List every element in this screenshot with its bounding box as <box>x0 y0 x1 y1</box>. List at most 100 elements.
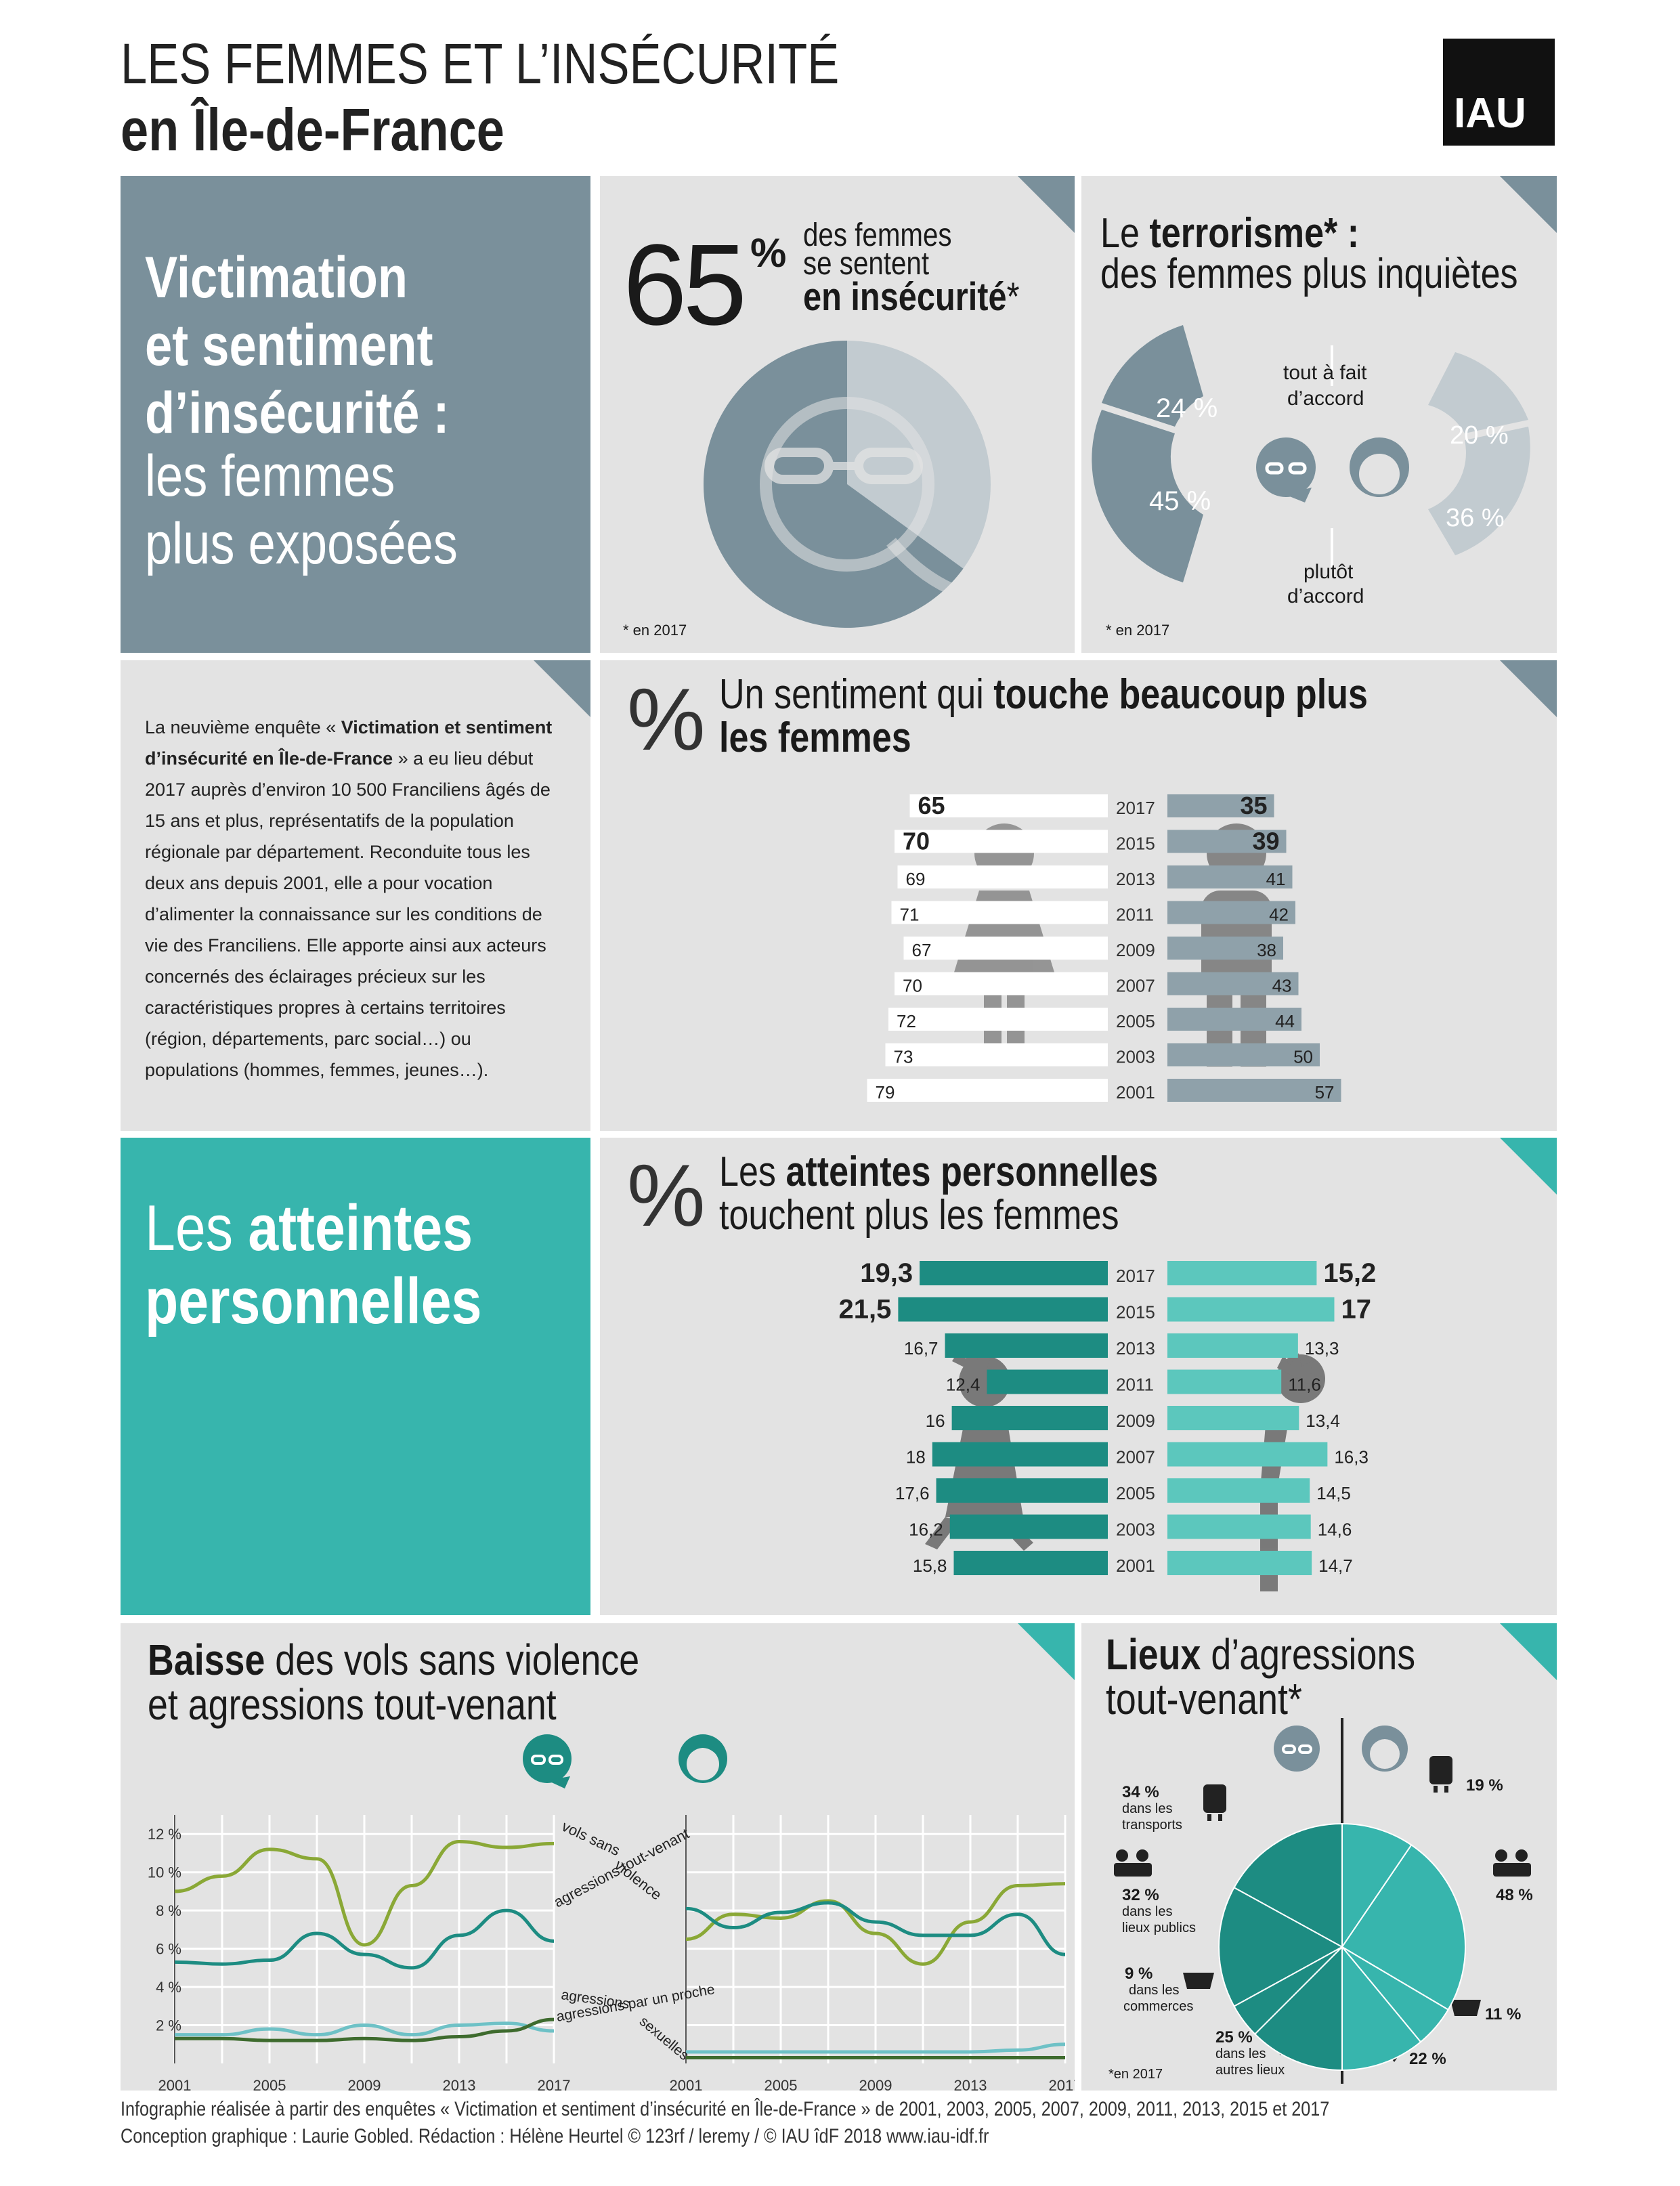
bar-women-2005 <box>888 1008 1108 1031</box>
line-femmes-agressions-tout-venant <box>174 1908 555 1970</box>
terror-title: Le terrorisme* : <box>1100 210 1360 257</box>
iau-logo: IAU <box>1443 39 1555 146</box>
corner-fold <box>1018 1623 1075 1680</box>
year-2017: 2017 <box>1116 1266 1155 1286</box>
year-2007: 2007 <box>1116 976 1155 996</box>
slice-femmes-lieux-publics <box>1218 1886 1344 2008</box>
y-tick: 12 % <box>148 1826 181 1843</box>
x-tick: 2009 <box>859 2077 892 2091</box>
survey-panel: La neuvième enquête « Victimation et sen… <box>121 660 590 1131</box>
label-women-2011: 71 <box>900 905 920 925</box>
x-tick: 2001 <box>670 2077 703 2091</box>
vols-title-2: et agressions tout-venant <box>148 1680 557 1729</box>
lieux-title-1: Lieux d’agressions <box>1106 1630 1416 1679</box>
label-women-2001: 15,8 <box>913 1556 947 1576</box>
sentiment-pct-icon: % <box>627 670 706 769</box>
label-women-2009: 67 <box>912 940 932 960</box>
label-women-2013: 69 <box>906 869 926 889</box>
w-publics-pct: 32 % <box>1122 1886 1159 1904</box>
bar-men-2011 <box>1167 901 1295 924</box>
label-women-2013: 16,7 <box>904 1338 939 1358</box>
label-women-2005: 72 <box>897 1011 916 1031</box>
w-transports-pct: 34 % <box>1122 1783 1159 1801</box>
m-autres-pct: 22 % <box>1409 2050 1446 2068</box>
corner-fold <box>1018 176 1075 233</box>
x-tick: 2001 <box>158 2077 192 2091</box>
lieux-footnote: *en 2017 <box>1108 2067 1163 2082</box>
year-2011: 2011 <box>1116 905 1154 925</box>
bar-men-2011 <box>1167 1369 1282 1394</box>
w-commerces-pct: 9 % <box>1125 1965 1153 1983</box>
bar-men-2017 <box>1167 794 1274 817</box>
people-bench-icon-men <box>1493 1849 1531 1877</box>
year-2011: 2011 <box>1116 1375 1154 1395</box>
y-tick: 2 % <box>156 2017 181 2034</box>
label-sex-2: sexuelles <box>637 2013 692 2063</box>
label-women-2017: 19,3 <box>860 1258 913 1288</box>
year-2013: 2013 <box>1116 869 1155 889</box>
bar-women-2005 <box>936 1478 1108 1503</box>
atteintes-bar-chart: 19,3 2017 15,2 21,5 2015 17 16,7 2013 13,3 12,4 20… <box>839 1258 1376 1591</box>
bar-men-2003 <box>1167 1043 1320 1067</box>
terror-label-bottom-1: plutôt <box>1304 561 1354 583</box>
bar-women-2001 <box>953 1551 1108 1575</box>
survey-text: La neuvième enquête « Victimation et sen… <box>145 717 553 1080</box>
x-tick: 2017 <box>1049 2077 1075 2091</box>
terror-chart <box>1092 325 1530 582</box>
label-men-2005: 44 <box>1275 1011 1295 1031</box>
stat65-donut <box>704 341 991 628</box>
bar-women-2017 <box>909 794 1108 817</box>
terror-men-top: 20 % <box>1450 421 1509 450</box>
bar-men-2013 <box>1167 1333 1298 1358</box>
bar-men-2005 <box>1167 1008 1301 1031</box>
bar-men-2003 <box>1167 1514 1311 1539</box>
line-hommes-agressions-par-un-proche <box>686 2042 1066 2054</box>
bar-women-2009 <box>951 1406 1108 1430</box>
corner-fold <box>534 660 590 717</box>
label-men-2003: 14,6 <box>1318 1520 1352 1540</box>
bar-women-2015 <box>895 830 1108 853</box>
atteintes-pct-icon: % <box>627 1146 706 1245</box>
line-hommes-vols-sans-violence <box>685 1882 1066 1966</box>
atteintes-side-panel: Les atteintes personnelles <box>121 1138 590 1615</box>
stat65-line1: des femmes <box>803 217 952 253</box>
terror-label-top-1: tout à fait <box>1283 362 1367 384</box>
label-men-2015: 17 <box>1341 1295 1372 1325</box>
label-men-2007: 43 <box>1272 976 1292 996</box>
intro-title: Victimation et sentiment d’insécurité : <box>145 245 450 446</box>
line-femmes-agressions-par-un-proche <box>174 2021 555 2037</box>
year-2009: 2009 <box>1116 1411 1155 1431</box>
label-men-2003: 50 <box>1293 1047 1313 1067</box>
intro-subtitle-1: les femmes <box>145 444 395 509</box>
terror-footnote: * en 2017 <box>1106 622 1170 639</box>
atteintes-side-line1: Les atteintes <box>145 1192 473 1264</box>
bar-men-2001 <box>1167 1079 1341 1102</box>
man-face-icon <box>1350 437 1409 497</box>
bar-men-2017 <box>1167 1261 1317 1285</box>
slice-hommes-autres-lieux <box>1341 1945 1422 2072</box>
line-femmes-vols-sans-violence <box>174 1840 555 1947</box>
m-commerces-pct: 11 % <box>1485 2005 1522 2023</box>
men-bottom-arc <box>1428 427 1530 555</box>
lieux-panel: Lieux d’agressions tout-venant* <box>1081 1623 1557 2091</box>
basket-icon-men <box>1450 2000 1481 2016</box>
line-hommes-agressions-tout-venant <box>685 1901 1066 1956</box>
label-women-2017: 65 <box>918 792 945 819</box>
label-women-2015: 21,5 <box>839 1295 892 1325</box>
label-men-2011: 11,6 <box>1288 1375 1321 1395</box>
atteintes-panel: % Les atteintes personnelles touchent pl… <box>600 1138 1557 1615</box>
year-2001: 2001 <box>1116 1556 1155 1576</box>
m-transports-pct: 19 % <box>1466 1776 1503 1795</box>
footer-line2: Conception graphique : Laurie Gobled. Ré… <box>121 2125 989 2147</box>
terror-men-bottom: 36 % <box>1446 504 1505 532</box>
woman-face-icon <box>1256 437 1316 502</box>
bar-men-2001 <box>1167 1551 1312 1575</box>
bar-men-2009 <box>1167 937 1283 960</box>
year-2015: 2015 <box>1116 834 1155 854</box>
label-men-2001: 57 <box>1315 1082 1335 1102</box>
woman-face-icon <box>1274 1726 1320 1772</box>
basket-icon <box>1183 1973 1214 1989</box>
w-transports-label2: transports <box>1122 1818 1182 1833</box>
y-tick: 4 % <box>156 1979 181 1996</box>
label-men-2007: 16,3 <box>1334 1447 1369 1467</box>
